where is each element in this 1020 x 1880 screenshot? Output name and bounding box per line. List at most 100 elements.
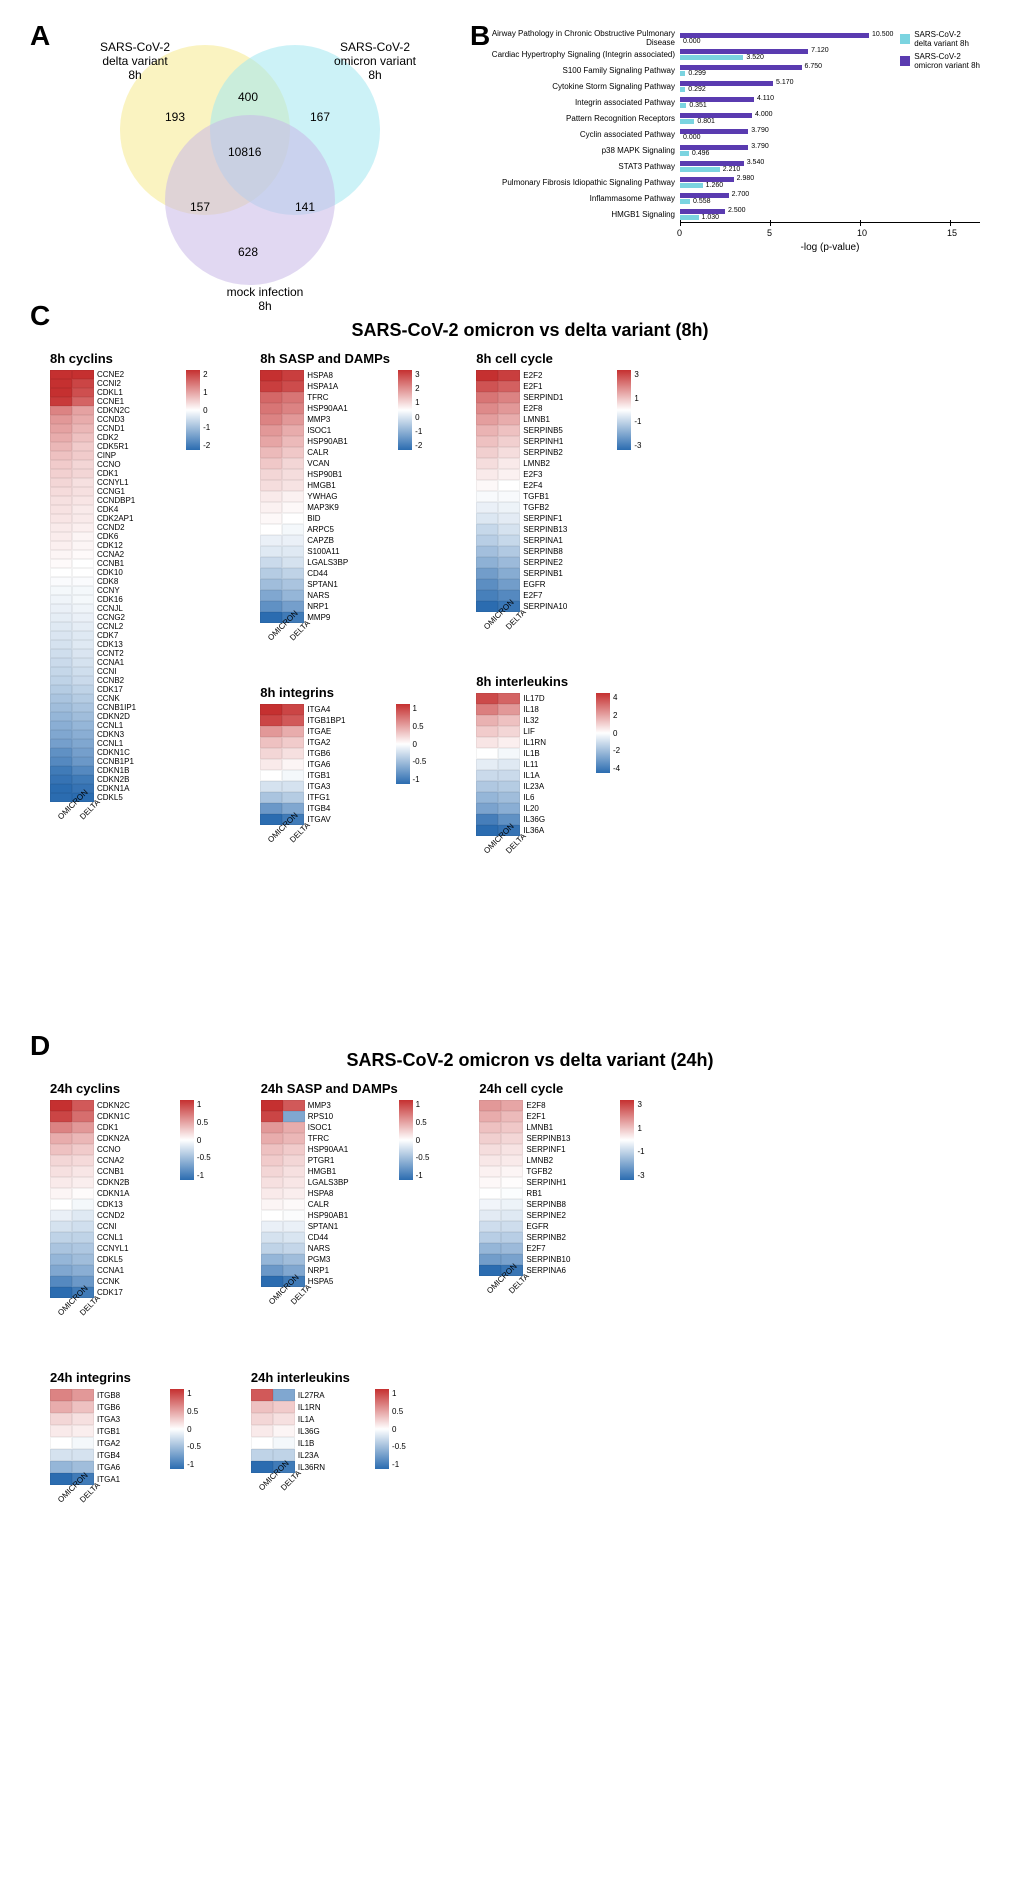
bar-row: Cardiac Hypertrophy Signaling (Integrin …	[480, 46, 980, 62]
bar-value: 7.120	[811, 47, 829, 54]
heatmap-cell	[72, 1265, 94, 1276]
heatmap: 8h cell cycleE2F2E2F1SERPIND1E2F8LMNB1SE…	[476, 351, 641, 624]
colorbar-ticks: 10.50-0.5-1	[413, 704, 427, 784]
heatmap-cell	[260, 370, 282, 381]
heatmap-cell	[260, 425, 282, 436]
heatmap-cell	[50, 559, 72, 568]
gene-label: CCNJL	[97, 604, 123, 613]
heatmap-row: SERPINB8	[476, 546, 567, 557]
heatmap-row: CDK12	[50, 541, 136, 550]
heatmap-row: CCNB1	[50, 559, 136, 568]
gene-label: CALR	[307, 448, 328, 457]
panel-a-label: A	[30, 20, 50, 52]
gene-label: CCNI	[97, 1222, 117, 1231]
heatmap-cell	[50, 469, 72, 478]
colorbar-tick: 4	[613, 693, 620, 702]
bar-label: Pattern Recognition Receptors	[480, 114, 680, 123]
gene-label: CDKL1	[97, 388, 123, 397]
heatmap-x-label: OMICRON	[56, 799, 78, 821]
heatmap-cell	[498, 392, 520, 403]
heatmap-cell	[273, 1425, 295, 1437]
bar-omicron	[680, 113, 752, 118]
heatmap-row: NARS	[260, 590, 348, 601]
colorbar-tick: -0.5	[392, 1442, 406, 1451]
heatmap-cell	[50, 1166, 72, 1177]
heatmap-row: SERPINB13	[479, 1133, 570, 1144]
heatmap-cell	[282, 502, 304, 513]
heatmap-x-label: OMICRON	[56, 1482, 78, 1504]
bar-group: 3.7900.496	[680, 143, 980, 157]
bar-delta	[680, 183, 703, 188]
heatmap-row: CCNL1	[50, 1232, 130, 1243]
heatmap-row: ITGB1BP1	[260, 715, 345, 726]
heatmap-cell	[260, 704, 282, 715]
heatmap-cell	[72, 487, 94, 496]
heatmap-cell	[283, 1188, 305, 1199]
heatmap-cell	[72, 730, 94, 739]
heatmap-row: CCNG1	[50, 487, 136, 496]
heatmap-cell	[479, 1254, 501, 1265]
heatmap-row: CDKN2C	[50, 406, 136, 415]
gene-label: CCNT2	[97, 649, 124, 658]
heatmap-cell	[273, 1437, 295, 1449]
gene-label: IL6	[523, 793, 534, 802]
heatmap-cell	[72, 1133, 94, 1144]
heatmap-cell	[498, 535, 520, 546]
heatmap-cell	[479, 1144, 501, 1155]
bar-value: 0.299	[688, 70, 706, 77]
gene-label: CCNK	[97, 694, 120, 703]
gene-label: CDK12	[97, 541, 123, 550]
heatmap-row: IL6	[476, 792, 546, 803]
colorbar-tick: -4	[613, 764, 620, 773]
heatmap-cell	[72, 550, 94, 559]
gene-label: CDKL5	[97, 793, 123, 802]
colorbar-tick: -2	[415, 441, 422, 450]
heatmap-cell	[50, 424, 72, 433]
heatmap-row: E2F8	[476, 403, 567, 414]
gene-label: PTGR1	[308, 1156, 335, 1165]
heatmap: 24h cyclinsCDKN2CCDKN1CCDK1CDKN2ACCNOCCN…	[50, 1081, 211, 1310]
heatmap-cell	[50, 1243, 72, 1254]
heatmap-row: IL27RA	[251, 1389, 325, 1401]
gene-label: SERPINB10	[526, 1255, 570, 1264]
heatmap-row: CCNA1	[50, 658, 136, 667]
heatmap-row: CCNB1	[50, 1166, 130, 1177]
heatmap-row: RPS10	[261, 1111, 349, 1122]
heatmap-row: CCNI2	[50, 379, 136, 388]
bar-label: Cytokine Storm Signaling Pathway	[480, 82, 680, 91]
colorbar-tick: -2	[613, 746, 620, 755]
heatmap-cell	[50, 568, 72, 577]
colorbar-tick: -1	[197, 1171, 211, 1180]
heatmap-row: SPTAN1	[261, 1221, 349, 1232]
heatmap-x-label: OMICRON	[482, 609, 504, 631]
heatmap-cell	[50, 703, 72, 712]
gene-label: CALR	[308, 1200, 329, 1209]
heatmap-cell	[72, 1221, 94, 1232]
heatmap-row: CD44	[260, 568, 348, 579]
bar-group: 7.1203.520	[680, 47, 980, 61]
heatmap-cell	[260, 524, 282, 535]
heatmap-cell	[72, 775, 94, 784]
heatmap-cell	[476, 715, 498, 726]
bar-value: 0.801	[697, 118, 715, 125]
gene-label: TGFB2	[523, 503, 549, 512]
gene-label: ITGAV	[307, 815, 330, 824]
heatmap-row: CCNT2	[50, 649, 136, 658]
heatmap-row: ITGA6	[260, 759, 345, 770]
heatmap-cell	[50, 415, 72, 424]
colorbar-tick: 1	[634, 394, 641, 403]
gene-label: E2F1	[523, 382, 542, 391]
heatmap-cell	[283, 1221, 305, 1232]
heatmap-row: CDK13	[50, 640, 136, 649]
heatmap-cell	[476, 425, 498, 436]
heatmap-cell	[260, 601, 282, 612]
heatmap-row: SERPINB8	[479, 1199, 570, 1210]
heatmap-cell	[72, 397, 94, 406]
heatmap-cell	[476, 392, 498, 403]
heatmap-row: VCAN	[260, 458, 348, 469]
heatmap-cell	[261, 1243, 283, 1254]
heatmap-row: IL1A	[251, 1413, 325, 1425]
gene-label: NARS	[308, 1244, 330, 1253]
heatmap-x-axis: OMICRONDELTA	[251, 1476, 325, 1485]
gene-label: CDK1	[97, 1123, 118, 1132]
